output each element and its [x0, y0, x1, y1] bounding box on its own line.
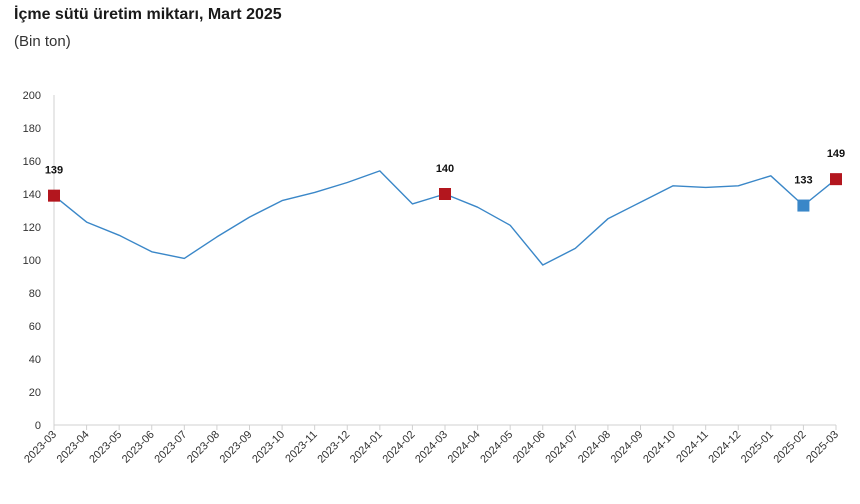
x-tick-label: 2024-08 [576, 429, 613, 466]
data-point-marker [48, 189, 60, 202]
x-tick-label: 2023-05 [87, 429, 124, 466]
x-tick-label: 2024-03 [413, 429, 450, 466]
x-tick-label: 2023-11 [283, 429, 319, 465]
y-tick-label: 80 [29, 288, 41, 300]
x-tick-label: 2024-11 [674, 429, 710, 465]
x-tick-label: 2023-09 [218, 429, 255, 466]
data-label: 140 [436, 163, 454, 175]
series-layer [53, 170, 837, 266]
data-label: 133 [794, 175, 812, 187]
data-label: 149 [827, 148, 845, 160]
x-tick-label: 2024-02 [381, 429, 418, 466]
data-point-marker [797, 199, 810, 212]
y-tick-label: 200 [23, 90, 41, 102]
x-tick-label: 2023-06 [120, 429, 157, 466]
y-tick-label: 100 [23, 255, 41, 267]
y-tick-label: 20 [29, 387, 41, 399]
y-tick-label: 120 [23, 222, 41, 234]
x-tick-label: 2023-03 [22, 429, 59, 466]
data-label: 139 [45, 165, 63, 177]
chart-title: İçme sütü üretim miktarı, Mart 2025 [14, 6, 282, 23]
x-tick-label: 2025-02 [772, 429, 809, 466]
x-tick-label: 2023-10 [250, 429, 287, 466]
y-tick-label: 160 [23, 156, 41, 168]
x-tick-label: 2025-01 [739, 429, 776, 466]
x-tick-label: 2024-04 [446, 429, 483, 466]
x-axis: 2023-032023-042023-052023-062023-072023-… [22, 424, 841, 466]
data-point-marker [830, 173, 842, 186]
x-tick-label: 2025-03 [804, 429, 841, 466]
x-tick-label: 2024-01 [348, 429, 385, 466]
x-tick-label: 2024-06 [511, 429, 548, 466]
x-tick-label: 2024-09 [609, 429, 646, 466]
x-tick-label: 2024-12 [706, 429, 743, 466]
x-tick-label: 2023-08 [185, 429, 222, 466]
y-axis: 0 20 40 60 80 100 120 140 160 180 200 [23, 90, 55, 432]
chart-subtitle: (Bin ton) [14, 33, 71, 50]
y-tick-label: 140 [23, 189, 41, 201]
x-tick-label: 2024-05 [478, 429, 515, 466]
x-tick-label: 2024-07 [543, 429, 580, 466]
data-point-marker [439, 188, 451, 200]
y-tick-label: 60 [29, 321, 41, 333]
y-tick-label: 40 [29, 354, 41, 366]
x-tick-label: 2024-10 [641, 429, 678, 466]
x-tick-label: 2023-04 [55, 429, 92, 466]
y-tick-label: 180 [23, 123, 41, 135]
x-tick-label: 2023-07 [152, 429, 189, 466]
x-tick-label: 2023-12 [315, 429, 352, 466]
y-tick-label: 0 [35, 420, 41, 432]
markers-layer: 139 140 133 149 [45, 148, 845, 212]
series-line [53, 170, 837, 266]
